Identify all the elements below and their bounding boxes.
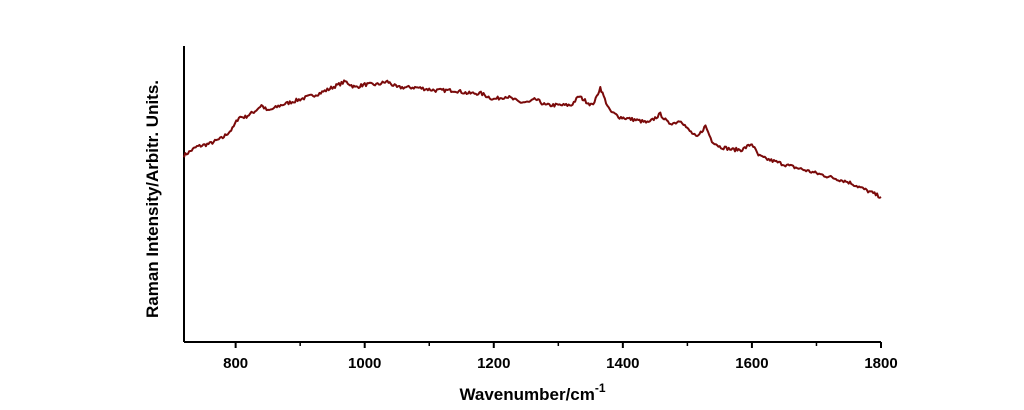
x-axis-title: Wavenumber/cm-1 xyxy=(459,381,605,404)
axes xyxy=(183,46,881,343)
x-tick-label: 1000 xyxy=(348,355,381,372)
x-axis-title-main: Wavenumber/cm xyxy=(459,385,594,404)
x-tick-label: 1400 xyxy=(606,355,639,372)
plot-area xyxy=(183,79,882,199)
spectrum-line xyxy=(183,79,882,199)
x-tick-label: 1600 xyxy=(735,355,768,372)
x-tick-label: 800 xyxy=(223,355,248,372)
x-axis-ticks: 800 1000 1200 1400 1600 1800 xyxy=(223,342,898,372)
x-axis-title-superscript: -1 xyxy=(595,381,606,395)
x-tick-label: 1800 xyxy=(864,355,897,372)
y-axis-title: Raman Intensity/Arbitr. Units. xyxy=(143,80,162,318)
x-tick-label: 1200 xyxy=(477,355,510,372)
